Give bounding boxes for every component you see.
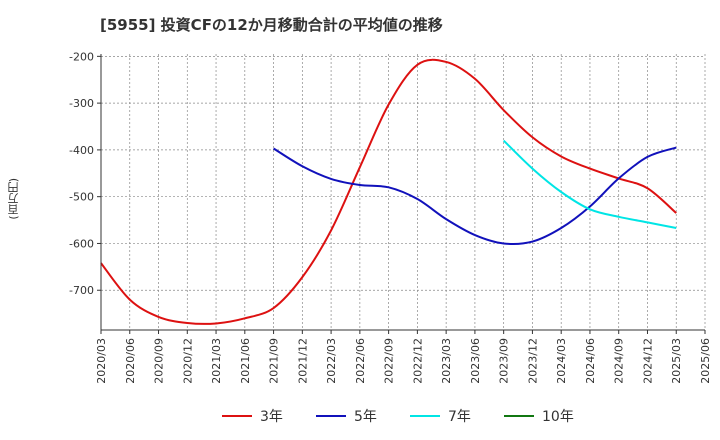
x-tick-label: 2025/06 [699,338,712,384]
chart-title: [5955] 投資CFの12か月移動合計の平均値の推移 [100,16,443,34]
x-tick-label: 2023/09 [498,338,511,384]
x-tick-label: 2022/12 [411,338,424,384]
legend-swatch [504,415,534,417]
x-tick-label: 2021/09 [268,338,281,384]
series-line-5年 [273,146,677,246]
series-line-7年 [502,139,677,230]
y-tick-label: -700 [69,284,94,297]
legend-swatch [316,415,346,417]
legend-swatch [222,415,252,417]
x-tick-label: 2022/03 [325,338,338,384]
x-tick-label: 2021/12 [296,338,309,384]
legend-item: 3年 [222,406,283,426]
legend-label: 3年 [260,409,283,425]
y-tick-label: -600 [69,237,94,250]
legend-label: 10年 [542,409,574,425]
x-tick-label: 2021/03 [210,338,223,384]
x-tick-label: 2020/09 [153,338,166,384]
y-tick-label: -200 [69,50,94,63]
x-tick-label: 2020/06 [124,338,137,384]
x-tick-label: 2023/03 [440,338,453,384]
x-tick-label: 2020/12 [181,338,194,384]
x-tick-label: 2024/06 [584,338,597,384]
legend-swatch [410,415,440,417]
x-tick-label: 2024/12 [641,338,654,384]
y-tick-label: -400 [69,144,94,157]
x-tick-label: 2023/06 [469,338,482,384]
legend-item: 7年 [410,406,471,426]
x-tick-label: 2024/03 [555,338,568,384]
legend-item: 10年 [504,406,574,426]
x-tick-label: 2024/09 [613,338,626,384]
x-tick-label: 2022/09 [383,338,396,384]
legend-label: 7年 [448,409,471,425]
x-tick-label: 2023/12 [526,338,539,384]
legend-item: 5年 [316,406,377,426]
x-tick-label: 2020/03 [95,338,108,384]
legend-label: 5年 [354,409,377,425]
legend: 3年 5年 7年 10年 [0,406,720,426]
x-tick-label: 2021/06 [239,338,252,384]
series-line-3年 [100,58,677,325]
grid-layer [100,54,706,330]
x-tick-label: 2025/03 [670,338,683,384]
axis-layer: -200 -300 -400 -500 -600 -700 2020/03 2020/06 20… [69,50,712,383]
y-tick-label: -500 [69,191,94,204]
x-tick-label: 2022/06 [354,338,367,384]
y-tick-label: -300 [69,97,94,110]
series-layer [100,58,677,325]
